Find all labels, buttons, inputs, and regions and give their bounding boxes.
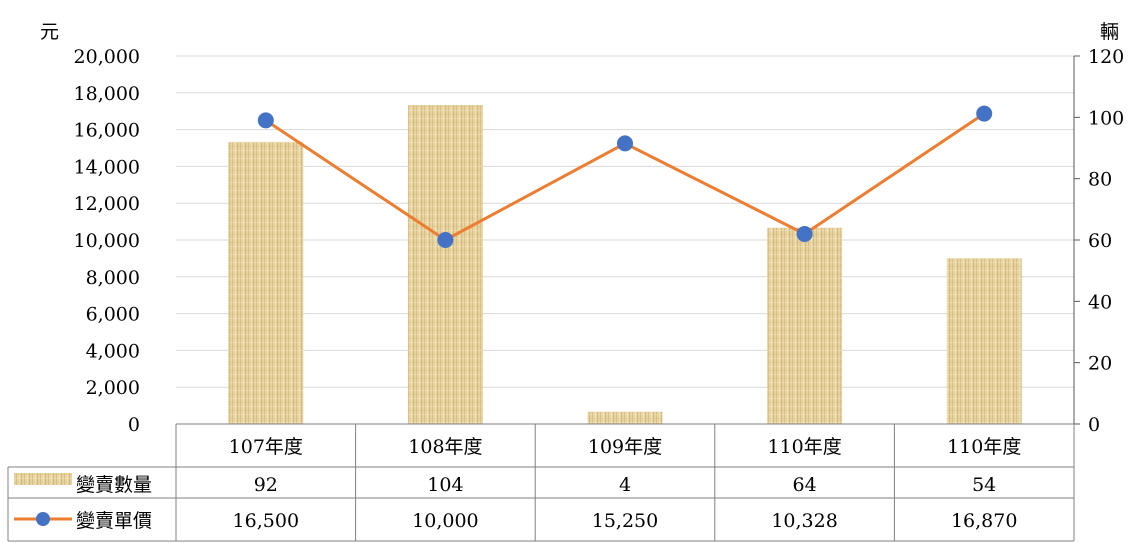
line-value-label: 16,500 — [233, 510, 299, 532]
bar-value-label: 92 — [254, 474, 278, 496]
left-tick-label: 20,000 — [74, 46, 140, 68]
category-label: 108年度 — [408, 436, 482, 458]
bar — [228, 141, 304, 424]
line-path — [264, 112, 986, 242]
bar-value-label: 64 — [793, 474, 817, 496]
category-label: 109年度 — [588, 436, 662, 458]
line-point — [257, 112, 274, 129]
right-tick-label: 100 — [1088, 107, 1124, 129]
right-tick-label: 0 — [1088, 414, 1100, 436]
gridlines — [176, 55, 1074, 388]
right-tick-label: 120 — [1088, 46, 1124, 68]
line-value-label: 16,870 — [951, 510, 1017, 532]
bar-series — [228, 105, 1022, 425]
left-axis-ticks: 0 2,000 4,000 6,000 8,000 10,000 12,000 14,000 1… — [74, 46, 140, 436]
category-label: 107年度 — [229, 436, 303, 458]
left-tick-label: 16,000 — [74, 120, 140, 142]
line-value-label: 10,000 — [412, 510, 478, 532]
left-tick-label: 10,000 — [74, 230, 140, 252]
left-tick-label: 4,000 — [86, 340, 140, 362]
category-label: 110年度 — [767, 436, 841, 458]
left-tick-label: 0 — [128, 414, 140, 436]
bar-value-label: 4 — [619, 474, 631, 496]
legend-line-marker — [36, 512, 50, 526]
legend-bar-swatch — [14, 473, 72, 485]
bar-value-label: 104 — [427, 474, 463, 496]
bar — [946, 258, 1022, 424]
bar — [587, 411, 663, 424]
line-point — [617, 135, 633, 152]
right-axis-unit: 輛 — [1100, 21, 1119, 43]
line-value-label: 15,250 — [592, 510, 658, 532]
left-tick-label: 2,000 — [86, 377, 140, 399]
left-tick-label: 8,000 — [86, 267, 140, 289]
right-axis-ticks: 0 20 40 60 80 100 120 — [1073, 46, 1124, 436]
right-tick-label: 60 — [1088, 230, 1112, 252]
line-value-label: 10,328 — [771, 510, 837, 532]
bar-value-label: 54 — [972, 474, 996, 496]
left-tick-label: 6,000 — [86, 304, 140, 326]
bar — [767, 227, 843, 424]
bar — [407, 105, 483, 425]
left-axis-unit: 元 — [40, 21, 59, 43]
left-tick-label: 14,000 — [74, 156, 140, 178]
line-series — [257, 105, 993, 248]
line-point — [796, 225, 813, 242]
legend-line-label: 變賣單價 — [76, 510, 152, 532]
legend-bar-label: 變賣數量 — [76, 474, 152, 496]
line-point — [437, 232, 454, 248]
line-point — [976, 105, 993, 122]
right-tick-label: 80 — [1088, 169, 1112, 191]
right-tick-label: 40 — [1088, 291, 1112, 313]
left-tick-label: 18,000 — [74, 83, 140, 105]
right-tick-label: 20 — [1088, 353, 1112, 375]
category-label: 110年度 — [947, 436, 1021, 458]
left-tick-label: 12,000 — [74, 193, 140, 215]
